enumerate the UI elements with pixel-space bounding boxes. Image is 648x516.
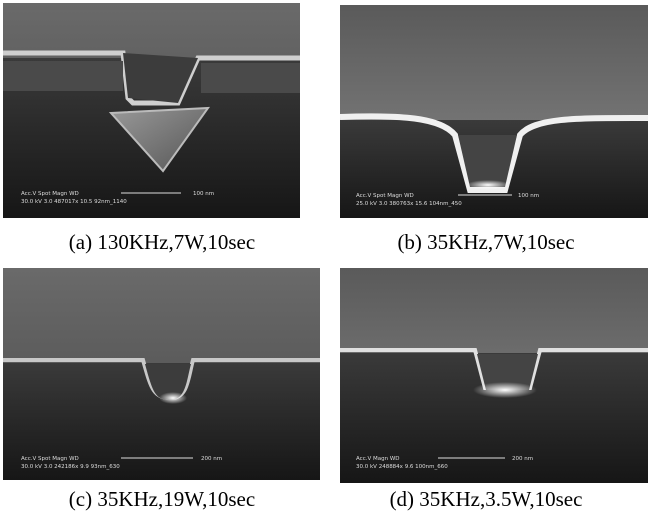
caption: (b) 35KHz,7W,10sec (324, 230, 648, 255)
sem-header: Acc.V Spot Magn WD (356, 193, 414, 199)
sem-image: Acc.V Magn WD 200 nm 30.0 kV 248884x 9.6… (340, 268, 648, 483)
sem-header: Acc.V Spot Magn WD (21, 191, 79, 197)
sem-scale: 100 nm (193, 191, 214, 197)
caption: (c) 35KHz,19W,10sec (0, 487, 324, 512)
sem-image: Acc.V Spot Magn WD 100 nm 25.0 kV 3.0 38… (340, 5, 648, 218)
sem-image: Acc.V Spot Magn WD 100 nm 30.0 kV 3.0 48… (3, 3, 300, 218)
sem-image: Acc.V Spot Magn WD 200 nm 30.0 kV 3.0 24… (3, 268, 320, 480)
sem-scale: 200 nm (201, 456, 222, 462)
caption: (d) 35KHz,3.5W,10sec (324, 487, 648, 512)
sem-header: Acc.V Spot Magn WD (21, 456, 79, 462)
sem-header: Acc.V Magn WD (356, 456, 400, 462)
caption: (a) 130KHz,7W,10sec (0, 230, 324, 255)
sem-scale: 200 nm (512, 456, 533, 462)
sem-info: 30.0 kV 248884x 9.6 100nm_660 (356, 464, 448, 470)
figure: Acc.V Spot Magn WD 100 nm 30.0 kV 3.0 48… (0, 0, 648, 516)
sem-info: 30.0 kV 3.0 242186x 9.9 93nm_630 (21, 464, 120, 470)
sem-info: 25.0 kV 3.0 380763x 15.6 104nm_450 (356, 201, 462, 207)
sem-scale: 100 nm (518, 193, 539, 199)
sem-info: 30.0 kV 3.0 487017x 10.5 92nm_1140 (21, 199, 127, 205)
